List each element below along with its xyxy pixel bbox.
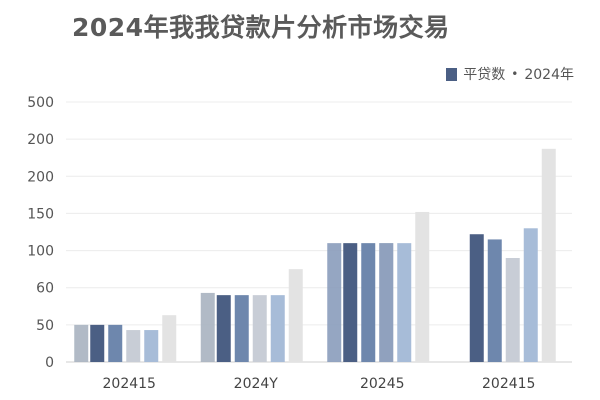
overlay-bar (327, 243, 342, 362)
y-tick-label: 100 (27, 244, 54, 260)
y-tick-label: 500 (27, 95, 54, 111)
legend-series-label: 平贷数 (463, 67, 506, 83)
bar (126, 330, 141, 362)
y-tick-label: 0 (45, 355, 54, 371)
bar (162, 315, 177, 362)
bar (469, 234, 484, 362)
bar (541, 148, 556, 362)
bar (288, 269, 303, 362)
overlay-bar (74, 324, 89, 362)
bar (270, 295, 285, 362)
bar (487, 239, 502, 362)
bar (523, 228, 538, 362)
chart-title: 2024年我我贷款片分析市场交易 (72, 13, 450, 42)
overlay-bar (379, 243, 394, 362)
bar (505, 258, 520, 362)
bar (90, 324, 105, 362)
bar (144, 330, 159, 362)
y-tick-label: 200 (27, 169, 54, 185)
bar (108, 324, 123, 362)
y-tick-label: 200 (27, 132, 54, 148)
bar (415, 211, 430, 362)
x-tick-label: 20245 (360, 376, 405, 392)
x-tick-label: 202415 (103, 376, 156, 392)
y-tick-label: 50 (36, 318, 54, 334)
bar (252, 295, 267, 362)
bar (361, 243, 376, 362)
legend-year-label: 2024年 (524, 67, 574, 83)
legend-separator: • (511, 67, 519, 81)
chart-legend: 平贷数 • 2024年 (446, 64, 574, 84)
y-tick-label: 150 (27, 206, 54, 222)
x-tick-label: 2024Y (234, 376, 279, 392)
bar (397, 243, 412, 362)
x-tick-label: 202415 (482, 376, 535, 392)
bar (216, 295, 231, 362)
overlay-bar (200, 292, 215, 362)
y-tick-label: 60 (36, 281, 54, 297)
bar (234, 295, 249, 362)
legend-swatch (446, 67, 458, 81)
bar (343, 243, 358, 362)
